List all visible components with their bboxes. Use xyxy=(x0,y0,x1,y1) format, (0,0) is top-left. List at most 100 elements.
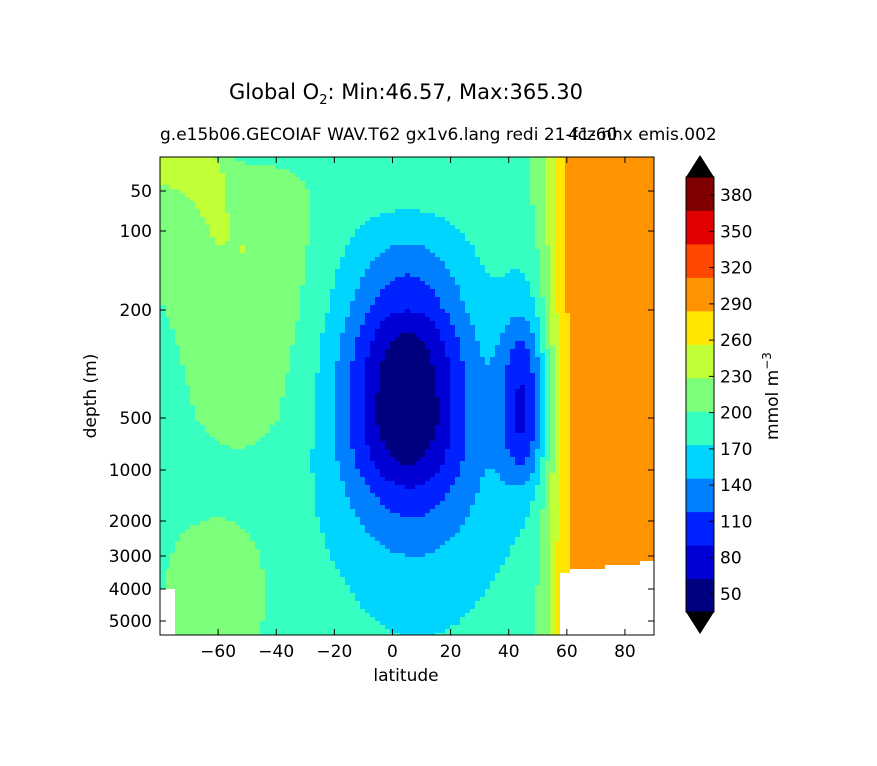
field-cell xyxy=(625,209,631,214)
field-cell xyxy=(580,185,586,190)
field-cell xyxy=(625,261,631,266)
field-cell xyxy=(640,305,646,310)
field-cell xyxy=(335,333,341,338)
field-cell xyxy=(545,289,551,294)
field-cell xyxy=(645,221,651,226)
field-cell xyxy=(635,157,641,162)
field-cell xyxy=(255,205,261,210)
field-cell xyxy=(310,181,316,186)
field-cell xyxy=(375,305,381,310)
field-cell xyxy=(220,245,226,250)
field-cell xyxy=(590,165,596,170)
field-cell xyxy=(420,245,426,250)
field-cell xyxy=(490,321,496,326)
field-cell xyxy=(430,169,436,174)
field-cell xyxy=(370,185,376,190)
field-cell xyxy=(395,217,401,222)
field-cell xyxy=(385,249,391,254)
field-cell xyxy=(240,257,246,262)
field-cell xyxy=(540,273,546,278)
field-cell xyxy=(500,173,506,178)
field-cell xyxy=(320,209,326,214)
field-cell xyxy=(265,173,271,178)
field-cell xyxy=(265,281,271,286)
field-cell xyxy=(200,277,206,282)
field-cell xyxy=(435,265,441,270)
field-cell xyxy=(620,337,626,342)
field-cell xyxy=(600,329,606,334)
field-cell xyxy=(215,297,221,302)
field-cell xyxy=(330,321,336,326)
field-cell xyxy=(630,313,636,318)
field-cell xyxy=(375,337,381,342)
field-cell xyxy=(415,253,421,258)
field-cell xyxy=(225,329,231,334)
field-cell xyxy=(430,185,436,190)
field-cell xyxy=(165,241,171,246)
field-cell xyxy=(610,185,616,190)
field-cell xyxy=(620,237,626,242)
field-cell xyxy=(220,281,226,286)
field-cell xyxy=(345,249,351,254)
field-cell xyxy=(220,221,226,226)
field-cell xyxy=(160,357,166,362)
field-cell xyxy=(160,205,166,210)
field-cell xyxy=(220,237,226,242)
field-cell xyxy=(410,169,416,174)
field-cell xyxy=(240,165,246,170)
field-cell xyxy=(390,353,396,358)
field-cell xyxy=(590,261,596,266)
field-cell xyxy=(165,161,171,166)
field-cell xyxy=(250,305,256,310)
field-cell xyxy=(340,185,346,190)
field-cell xyxy=(445,261,451,266)
field-cell xyxy=(180,213,186,218)
field-cell xyxy=(640,217,646,222)
field-cell xyxy=(360,289,366,294)
field-cell xyxy=(370,305,376,310)
field-cell xyxy=(560,217,566,222)
field-cell xyxy=(240,329,246,334)
field-cell xyxy=(195,209,201,214)
field-cell xyxy=(165,213,171,218)
field-cell xyxy=(225,257,231,262)
field-cell xyxy=(470,181,476,186)
field-cell xyxy=(545,181,551,186)
field-cell xyxy=(580,305,586,310)
field-cell xyxy=(470,241,476,246)
field-cell xyxy=(600,165,606,170)
field-cell xyxy=(500,221,506,226)
field-cell xyxy=(160,261,166,266)
field-cell xyxy=(160,309,166,314)
field-cell xyxy=(340,261,346,266)
field-cell xyxy=(525,353,531,358)
field-cell xyxy=(575,325,581,330)
field-cell xyxy=(435,249,441,254)
field-cell xyxy=(620,185,626,190)
field-cell xyxy=(590,289,596,294)
field-cell xyxy=(570,253,576,258)
field-cell xyxy=(245,249,251,254)
field-cell xyxy=(215,261,221,266)
field-cell xyxy=(315,349,321,354)
field-cell xyxy=(615,341,621,346)
field-cell xyxy=(600,193,606,198)
field-cell xyxy=(610,241,616,246)
field-cell xyxy=(310,293,316,298)
field-cell xyxy=(320,293,326,298)
field-cell xyxy=(245,317,251,322)
field-cell xyxy=(595,269,601,274)
field-cell xyxy=(185,209,191,214)
field-cell xyxy=(160,169,166,174)
field-cell xyxy=(210,245,216,250)
field-cell xyxy=(520,325,526,330)
field-cell xyxy=(620,345,626,350)
field-cell xyxy=(215,237,221,242)
field-cell xyxy=(530,193,536,198)
field-cell xyxy=(535,181,541,186)
field-cell xyxy=(625,161,631,166)
field-cell xyxy=(390,209,396,214)
field-cell xyxy=(330,161,336,166)
field-cell xyxy=(550,317,556,322)
field-cell xyxy=(450,181,456,186)
